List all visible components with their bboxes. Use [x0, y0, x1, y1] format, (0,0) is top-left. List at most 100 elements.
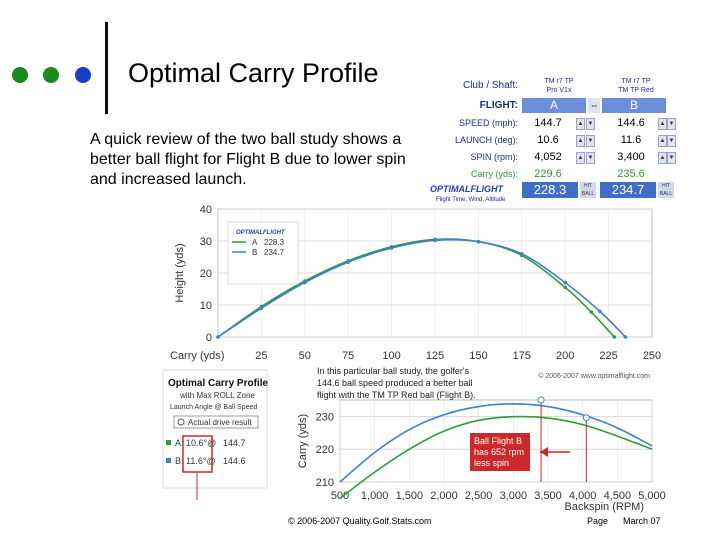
trajectory-legend-name-b: B	[252, 248, 257, 257]
launch-a-up-icon[interactable]: ▲	[576, 135, 585, 147]
page-label: Page	[587, 516, 609, 526]
trajectory-x-tick: 175	[513, 350, 531, 362]
backspin-y-tick: 230	[316, 411, 334, 423]
date-label: March 07	[623, 516, 661, 526]
hit-ball-a-button[interactable]: HIT BALL	[580, 182, 596, 198]
optimal-flight-panel: Club / Shaft: TM r7 TP Pro V1x TM r7 TP …	[428, 75, 676, 203]
title-divider	[105, 22, 108, 114]
actual-drive-label: Actual drive result	[188, 418, 252, 427]
backspin-note-line: flight with the TM TP Red ball (Flight B…	[317, 390, 476, 400]
speed-b-up-icon[interactable]: ▲	[658, 118, 667, 130]
spin-a-up-icon[interactable]: ▲	[576, 152, 585, 164]
speed-b-down-icon[interactable]: ▼	[667, 118, 676, 130]
speed-a-up-icon[interactable]: ▲	[576, 118, 585, 130]
backspin-x-tick: 500	[331, 490, 349, 502]
speed-b-value[interactable]: 144.6	[617, 117, 645, 129]
flight-label: FLIGHT:	[479, 100, 518, 111]
trajectory-legend-box	[227, 221, 299, 285]
launch-b-value[interactable]: 11.6	[620, 134, 642, 146]
actual-drive-radio-icon	[177, 418, 185, 426]
trajectory-point-b	[216, 335, 220, 339]
carry-legend-swatch-a	[166, 440, 171, 445]
backspin-x-tick: 2,500	[465, 490, 493, 502]
trajectory-y-tick: 10	[200, 300, 212, 312]
backspin-line-a	[339, 415, 653, 500]
spin-b-down-icon[interactable]: ▼	[667, 152, 676, 164]
trajectory-x-tick: 200	[556, 350, 574, 362]
flight-a-button[interactable]: A	[522, 98, 586, 113]
backspin-y-tick: 220	[316, 444, 334, 456]
hit-ball-b-button[interactable]: HIT BALL	[658, 182, 674, 198]
backspin-x-tick: 1,000	[361, 490, 389, 502]
carry-profile-subtitle: with Max ROLL Zone	[179, 391, 255, 400]
trajectory-x-label: Carry (yds)	[170, 350, 224, 362]
backspin-x-tick: 4,500	[604, 490, 632, 502]
carry-profile-title: Optimal Carry Profile	[168, 378, 268, 389]
backspin-x-tick: 1,500	[396, 490, 424, 502]
speed-label: SPEED (mph):	[458, 118, 518, 128]
backspin-y-label: Carry (yds)	[297, 414, 309, 468]
backspin-x-tick: 4,000	[569, 490, 597, 502]
backspin-x-tick: 5,000	[638, 490, 666, 502]
trajectory-point-b	[433, 238, 437, 243]
backspin-x-label: Backspin (RPM)	[565, 501, 644, 513]
ball-b-name: TM r7 TP TM TP Red	[618, 78, 654, 94]
launch-b-down-icon[interactable]: ▼	[667, 135, 676, 147]
backspin-x-tick: 3,500	[534, 490, 562, 502]
trajectory-point-a	[589, 310, 594, 314]
trajectory-point-b	[389, 246, 394, 250]
carry-legend-name-b: B:	[175, 456, 184, 466]
total-a-value: 228.3	[522, 182, 578, 198]
spin-a-value[interactable]: 4,052	[534, 151, 562, 163]
swap-arrows-icon[interactable]: ⇔	[588, 98, 600, 113]
carry-legend-name-a: A:	[175, 438, 184, 448]
trajectory-legend-value-b: 234.7	[264, 248, 285, 257]
trajectory-point-b	[346, 260, 351, 264]
launch-a-value[interactable]: 10.6	[537, 134, 559, 146]
backspin-callout-arrowhead	[540, 447, 548, 457]
backspin-note-line: In this particular ball study, the golfe…	[317, 366, 470, 376]
trajectory-y-tick: 20	[200, 268, 212, 280]
carry-legend-launch-a: 10.6°@	[186, 438, 216, 448]
trajectory-point-b	[563, 280, 567, 285]
trajectory-point-a	[612, 335, 617, 339]
trajectory-x-tick: 25	[255, 350, 267, 362]
club-shaft-row: Club / Shaft: TM r7 TP Pro V1x TM r7 TP …	[428, 75, 675, 97]
carry-profile-legend-box	[162, 369, 268, 489]
trajectory-x-tick: 75	[342, 350, 354, 362]
optimal-flight-logo: OPTIMALFLIGHT	[430, 184, 503, 194]
club-shaft-label: Club / Shaft:	[462, 80, 518, 91]
trajectory-x-tick: 250	[643, 350, 661, 362]
slide-title: Optimal Carry Profile	[128, 58, 379, 88]
trajectory-legend-logo: OPTIMALFLIGHT	[236, 230, 286, 236]
backspin-note-line: 144.6 ball speed produced a better ball	[317, 378, 473, 388]
speed-a-value[interactable]: 144.7	[534, 117, 562, 129]
backspin-callout-line: has 652 rpm	[474, 447, 524, 457]
backspin-marker-b	[537, 396, 545, 404]
spin-a-down-icon[interactable]: ▼	[586, 152, 595, 164]
trajectory-legend-value-a: 228.3	[264, 238, 285, 247]
bullet-dot-3	[75, 67, 91, 83]
carry-legend-speed-a: 144.7	[223, 438, 246, 448]
flight-b-button[interactable]: B	[602, 98, 666, 113]
ball-a-name: TM r7 TP Pro V1x	[544, 78, 574, 94]
carry-profile-sub2: Launch Angle @ Ball Speed	[170, 404, 257, 411]
trajectory-point-b	[520, 252, 524, 256]
trajectory-copyright: © 2006-2007 www.optimalflight.com	[538, 372, 650, 380]
launch-a-down-icon[interactable]: ▼	[586, 135, 595, 147]
launch-b-up-icon[interactable]: ▲	[658, 135, 667, 147]
speed-a-down-icon[interactable]: ▼	[586, 118, 595, 130]
trajectory-x-tick: 50	[299, 350, 311, 362]
spin-b-value[interactable]: 3,400	[617, 151, 645, 163]
copyright-footer: © 2006-2007 Quality.Golf.Stats.com	[288, 516, 432, 526]
spin-b-up-icon[interactable]: ▲	[658, 152, 667, 164]
total-row: OPTIMALFLIGHT 228.3 HIT BALL 234.7 HIT B…	[428, 181, 675, 199]
backspin-callout-line: less spin	[474, 458, 509, 468]
trajectory-x-tick: 150	[469, 350, 487, 362]
flight-row: FLIGHT: A ⇔ B	[428, 97, 675, 114]
panel-footer: Flight Time, Wind, Altitude	[436, 197, 506, 203]
trajectory-point-b	[598, 309, 602, 314]
total-b-value: 234.7	[600, 182, 656, 198]
carry-b-value: 235.6	[617, 168, 645, 180]
